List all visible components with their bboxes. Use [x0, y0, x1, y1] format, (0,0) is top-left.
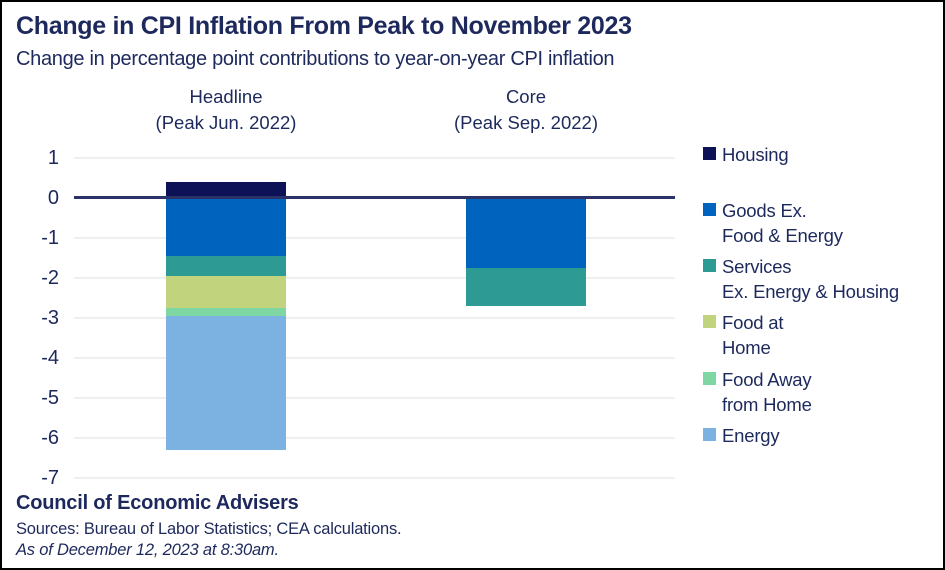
bar-segment-headline-goods-ex-food-energy — [166, 197, 286, 256]
column-header-core-label: Core — [505, 86, 547, 107]
gridline — [74, 156, 675, 159]
bar-segment-headline-food-away-from-home — [166, 307, 286, 316]
legend-item-food-at-home: Food at Home — [703, 310, 784, 360]
y-tick-label: 1 — [47, 146, 59, 169]
legend-label-services-ex-energy-housing: Services — [722, 256, 792, 277]
legend-item-energy: Energy — [703, 423, 780, 448]
column-header-core-sublabel: (Peak Sep. 2022) — [454, 112, 598, 133]
column-header-core: Core (Peak Sep. 2022) — [454, 84, 598, 136]
chart-title: Change in CPI Inflation From Peak to Nov… — [16, 12, 632, 40]
y-tick-label: 0 — [47, 186, 59, 209]
legend-swatch-energy — [703, 428, 716, 441]
bar-segment-headline-energy — [166, 315, 286, 450]
legend-label-food-at-home: Food at — [722, 312, 784, 333]
zero-axis-line — [74, 196, 675, 199]
legend-item-goods-ex-food-energy: Goods Ex. Food & Energy — [703, 198, 843, 248]
gridline — [74, 356, 675, 359]
chart-subtitle: Change in percentage point contributions… — [16, 48, 615, 70]
y-tick-label: -2 — [41, 266, 59, 289]
bar-segment-core-services-ex-energy-housing — [466, 267, 586, 306]
y-tick-label: -6 — [41, 426, 59, 449]
y-tick-label: -7 — [41, 466, 59, 489]
y-tick-label: -1 — [41, 226, 59, 249]
legend-swatch-food-at-home — [703, 315, 716, 328]
gridline — [74, 476, 675, 479]
y-tick-label: -5 — [41, 386, 59, 409]
bar-segment-core-goods-ex-food-energy — [466, 197, 586, 268]
legend-item-food-away-from-home: Food Away from Home — [703, 367, 812, 417]
column-header-headline-label: Headline — [189, 86, 263, 107]
bar-segment-headline-housing — [166, 181, 286, 198]
legend-swatch-goods-ex-food-energy — [703, 203, 716, 216]
legend-swatch-housing — [703, 147, 716, 160]
column-header-headline: Headline (Peak Jun. 2022) — [156, 84, 297, 136]
legend-label-energy: Energy — [722, 425, 780, 446]
legend-item-housing: Housing — [703, 142, 789, 167]
gridline — [74, 276, 675, 279]
y-tick-label: -3 — [41, 306, 59, 329]
footer-as-of-date: As of December 12, 2023 at 8:30am. — [16, 541, 279, 559]
gridline — [74, 236, 675, 239]
legend-label-food-away-from-home: Food Away — [722, 369, 812, 390]
legend-label-goods-ex-food-energy: Goods Ex. — [722, 200, 807, 221]
footer-sources: Sources: Bureau of Labor Statistics; CEA… — [16, 520, 402, 538]
column-header-headline-sublabel: (Peak Jun. 2022) — [155, 112, 297, 133]
legend-swatch-services-ex-energy-housing — [703, 259, 716, 272]
gridline — [74, 396, 675, 399]
legend-item-services-ex-energy-housing: Services Ex. Energy & Housing — [703, 254, 899, 304]
bar-segment-headline-services-ex-energy-housing — [166, 255, 286, 276]
y-tick-label: -4 — [41, 346, 59, 369]
footer-organization: Council of Economic Advisers — [16, 492, 299, 514]
gridline — [74, 316, 675, 319]
gridline — [74, 436, 675, 439]
bar-segment-headline-food-at-home — [166, 275, 286, 308]
legend-swatch-food-away-from-home — [703, 372, 716, 385]
legend-label-housing: Housing — [722, 144, 789, 165]
